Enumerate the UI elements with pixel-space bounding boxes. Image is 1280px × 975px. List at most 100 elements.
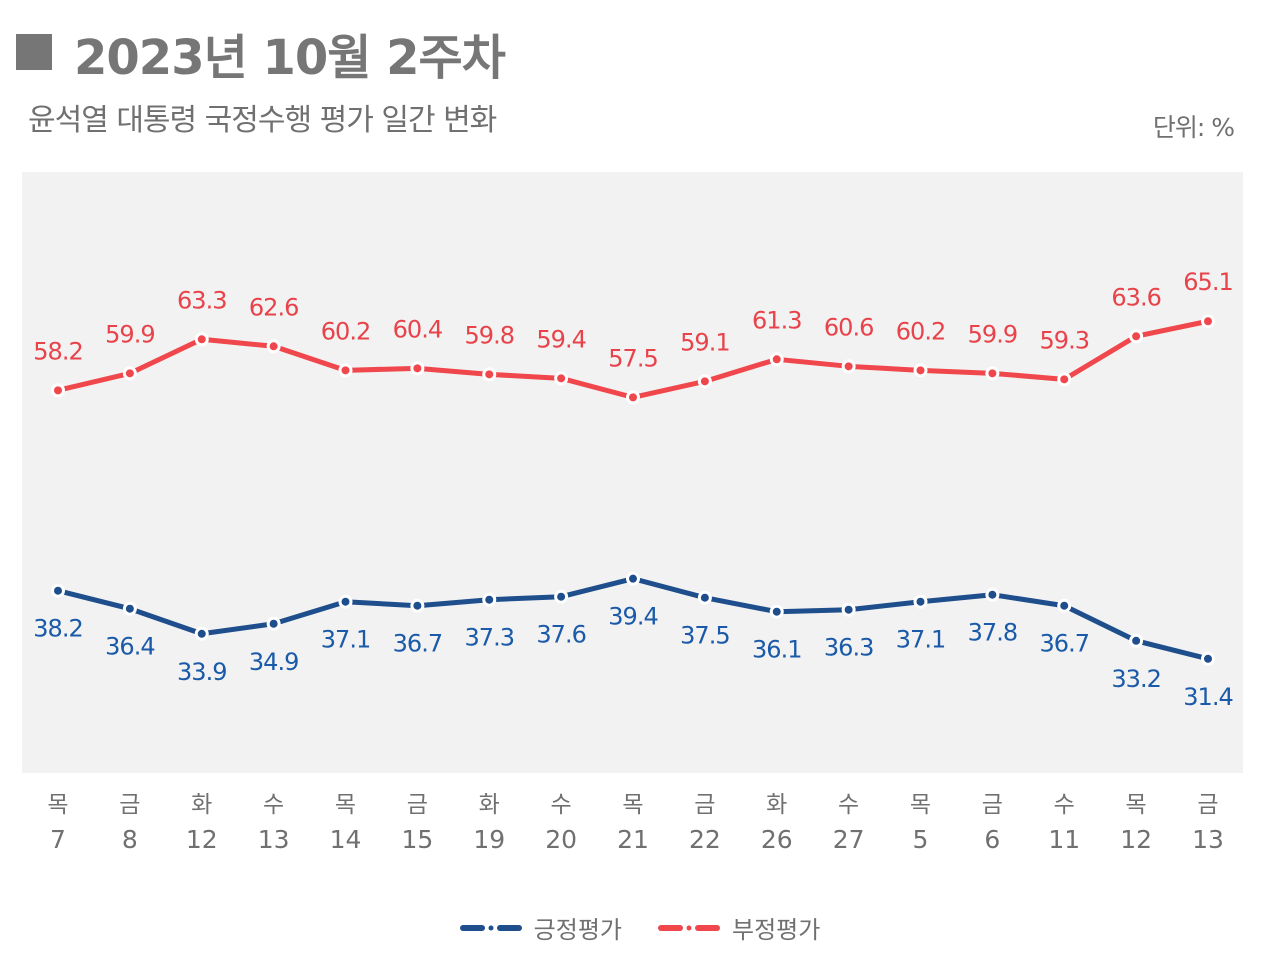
x-tick-day: 화 <box>766 792 787 818</box>
data-label: 65.1 <box>1183 268 1232 296</box>
data-label: 63.6 <box>1111 283 1160 311</box>
legend-item: 긍정평가 <box>459 910 622 945</box>
data-label: 36.3 <box>824 634 873 662</box>
data-point <box>1201 651 1215 666</box>
data-label: 37.5 <box>680 622 729 650</box>
plot-area <box>22 172 1243 773</box>
chart-subtitle: 윤석열 대통령 국정수행 평가 일간 변화 <box>28 103 497 138</box>
data-point <box>1201 314 1215 329</box>
data-point <box>913 363 928 378</box>
x-tick-day: 금 <box>694 792 715 818</box>
title-text: 2023년 10월 2주차 <box>74 30 506 86</box>
x-tick-date: 20 <box>545 825 577 854</box>
data-label: 33.2 <box>1111 665 1160 693</box>
unit-label: 단위: % <box>1152 113 1235 142</box>
data-label: 36.7 <box>393 630 442 658</box>
x-tick-date: 12 <box>1120 825 1152 854</box>
data-point <box>985 366 1000 381</box>
data-label: 39.4 <box>608 603 657 631</box>
x-tick-day: 금 <box>982 792 1003 818</box>
data-label: 36.4 <box>105 633 154 661</box>
data-point <box>410 361 425 376</box>
data-point <box>338 363 353 378</box>
x-tick-date: 27 <box>833 825 865 854</box>
data-label: 58.2 <box>33 337 82 365</box>
data-label: 59.1 <box>680 328 729 356</box>
data-label: 61.3 <box>752 306 801 334</box>
x-tick-day: 목 <box>335 792 356 818</box>
data-point <box>266 616 281 631</box>
data-point <box>410 598 425 613</box>
x-tick-date: 6 <box>984 825 1000 854</box>
x-tick-day: 수 <box>1054 792 1075 818</box>
data-point <box>697 374 712 389</box>
data-point <box>51 383 65 398</box>
x-tick-day: 금 <box>119 792 140 818</box>
x-tick-date: 8 <box>122 825 138 854</box>
page-title: 2023년 10월 2주차 <box>16 18 506 88</box>
x-tick-day: 수 <box>551 792 572 818</box>
data-point <box>554 589 569 604</box>
data-point <box>482 592 497 607</box>
data-point <box>697 590 712 605</box>
data-point <box>626 571 640 586</box>
x-tick-day: 화 <box>479 792 500 818</box>
data-label: 36.7 <box>1040 630 1089 658</box>
x-tick-date: 15 <box>401 825 433 854</box>
x-tick-day: 금 <box>407 792 428 818</box>
data-point <box>194 332 209 347</box>
data-point <box>841 359 856 374</box>
x-tick-day: 화 <box>191 792 212 818</box>
x-tick-date: 13 <box>258 825 290 854</box>
x-tick-date: 7 <box>50 825 66 854</box>
data-point <box>913 594 928 609</box>
square-bullet-icon <box>16 34 52 70</box>
data-point <box>51 583 65 598</box>
x-tick-date: 13 <box>1192 825 1224 854</box>
legend-line-icon <box>459 924 522 931</box>
data-point <box>841 602 856 617</box>
data-label: 38.2 <box>33 615 82 643</box>
data-point <box>1057 598 1072 613</box>
x-tick-date: 21 <box>617 825 649 854</box>
data-point <box>769 352 784 367</box>
legend-label: 긍정평가 <box>533 916 622 944</box>
data-point <box>482 367 497 382</box>
data-label: 37.1 <box>321 626 370 654</box>
data-label: 34.9 <box>249 648 298 676</box>
data-point <box>1129 329 1144 344</box>
data-label: 37.6 <box>536 621 585 649</box>
data-label: 62.6 <box>249 293 298 321</box>
legend-label: 부정평가 <box>732 916 821 944</box>
data-label: 60.2 <box>896 317 945 345</box>
data-label: 63.3 <box>177 286 226 314</box>
x-tick-day: 수 <box>838 792 859 818</box>
x-tick-date: 14 <box>330 825 362 854</box>
x-tick-date: 22 <box>689 825 721 854</box>
x-tick-day: 목 <box>910 792 931 818</box>
data-point <box>338 594 353 609</box>
data-point <box>626 390 640 405</box>
data-point <box>266 339 281 354</box>
data-label: 37.3 <box>465 624 514 652</box>
legend-line-icon <box>658 924 720 931</box>
data-point <box>1129 633 1144 648</box>
data-point <box>122 601 137 616</box>
x-tick-date: 26 <box>761 825 793 854</box>
data-label: 36.1 <box>752 636 801 664</box>
data-label: 60.4 <box>393 315 442 343</box>
data-label: 60.2 <box>321 317 370 345</box>
x-tick-day: 금 <box>1197 792 1218 818</box>
data-label: 57.5 <box>608 344 657 372</box>
data-point <box>194 626 209 641</box>
legend: 긍정평가 부정평가 <box>0 910 1280 945</box>
data-point <box>554 371 569 386</box>
data-label: 59.9 <box>105 320 154 348</box>
x-tick-day: 수 <box>263 792 284 818</box>
data-label: 37.8 <box>968 619 1017 647</box>
data-label: 37.1 <box>896 626 945 654</box>
x-tick-date: 11 <box>1048 825 1080 854</box>
data-label: 33.9 <box>177 658 226 686</box>
data-point <box>985 587 1000 602</box>
